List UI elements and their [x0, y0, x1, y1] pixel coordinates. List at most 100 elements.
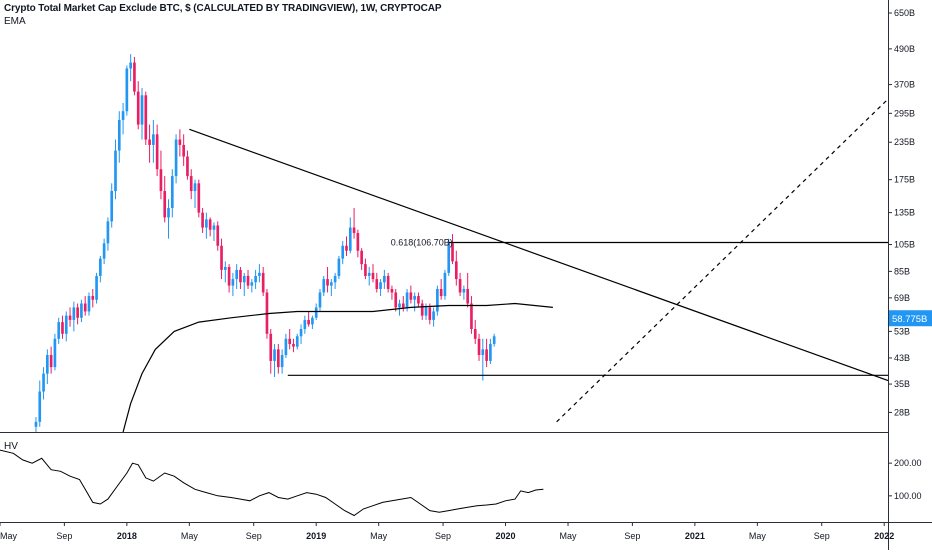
time-tick-label: 2022 — [874, 531, 894, 541]
candle — [466, 272, 469, 308]
candle-body — [447, 243, 451, 273]
candle-body — [466, 288, 469, 304]
candle-body — [470, 303, 473, 330]
hv-line — [0, 449, 544, 517]
candle-body — [227, 266, 231, 286]
time-tick-label: May — [749, 531, 767, 541]
candle-body — [91, 296, 95, 300]
candle — [383, 269, 386, 289]
candle-body — [303, 319, 307, 330]
candle — [439, 279, 443, 300]
candle — [197, 179, 201, 218]
candle — [492, 333, 496, 347]
candle — [409, 285, 413, 304]
candle — [284, 333, 288, 358]
candle-body — [443, 272, 447, 297]
candle-body — [424, 307, 428, 316]
candle — [46, 349, 49, 385]
candle — [277, 343, 280, 374]
indicator-label: EMA — [4, 16, 26, 27]
candle-body — [337, 258, 341, 276]
candle — [208, 217, 212, 237]
candle — [110, 183, 114, 228]
price-tick-label: 105B — [894, 240, 915, 250]
candle — [489, 338, 492, 364]
candle — [61, 315, 64, 339]
candle-body — [375, 279, 379, 289]
candle-body — [254, 275, 257, 283]
candle-body — [216, 225, 220, 246]
chart-header: Crypto Total Market Cap Exclude BTC, $ (… — [4, 3, 442, 27]
candle — [246, 269, 250, 289]
candle-body — [114, 150, 117, 192]
candle-body — [386, 275, 390, 289]
candle-body — [333, 275, 337, 283]
candle — [348, 217, 352, 254]
candle-body — [292, 343, 295, 347]
candle-body — [451, 243, 454, 262]
hv-tick-label: 100.00 — [894, 491, 922, 501]
candle — [292, 338, 295, 353]
candle-body — [277, 349, 280, 368]
candle-body — [246, 275, 250, 286]
candle-body — [178, 139, 182, 145]
candle — [68, 307, 72, 327]
candle-body — [284, 338, 288, 356]
candle — [201, 207, 204, 233]
candle — [379, 279, 382, 297]
candle — [258, 264, 261, 283]
price-tick-label: 85B — [894, 266, 910, 276]
candle-body — [269, 333, 273, 361]
candle-body — [428, 307, 432, 320]
candle-body — [140, 95, 144, 125]
price-tick-label: 135B — [894, 208, 915, 218]
candle — [42, 367, 45, 400]
candle-body — [477, 338, 481, 356]
downtrend-line — [189, 128, 888, 382]
candle-body — [167, 207, 170, 218]
candle-body — [485, 349, 488, 361]
candle — [352, 207, 356, 239]
candle — [481, 338, 485, 381]
candle — [167, 199, 170, 239]
candle — [102, 238, 106, 265]
candle-body — [299, 329, 303, 337]
candle-body — [38, 391, 42, 422]
candle — [231, 272, 235, 297]
candle — [273, 343, 276, 378]
candle-body — [390, 288, 394, 293]
candle — [364, 258, 367, 280]
candle-body — [322, 279, 326, 293]
candle — [330, 279, 333, 297]
candle — [72, 301, 76, 332]
candle — [337, 255, 341, 280]
candle — [76, 303, 79, 325]
candle-body — [208, 219, 212, 230]
candle-body — [76, 307, 79, 318]
candle-body — [288, 338, 292, 344]
candle-body — [280, 355, 284, 368]
candle-body — [182, 144, 185, 157]
candle-body — [492, 336, 496, 344]
candle-body — [258, 272, 261, 276]
price-tick-label: 650B — [894, 8, 915, 18]
candle-body — [163, 191, 167, 218]
time-tick-label: 2018 — [117, 531, 137, 541]
candle-body — [473, 329, 477, 339]
candle-body — [197, 183, 201, 213]
candle — [326, 266, 329, 293]
candle — [99, 255, 102, 283]
candle-body — [125, 68, 129, 112]
candle-body — [311, 317, 314, 325]
candle — [95, 272, 98, 304]
candle — [220, 238, 223, 280]
candle-body — [212, 225, 216, 230]
hv-pane — [0, 449, 544, 517]
candle — [129, 54, 132, 82]
candle-body — [398, 303, 401, 308]
time-tick-label: Sep — [624, 531, 640, 541]
candle-body — [356, 232, 360, 251]
candle — [87, 292, 91, 316]
